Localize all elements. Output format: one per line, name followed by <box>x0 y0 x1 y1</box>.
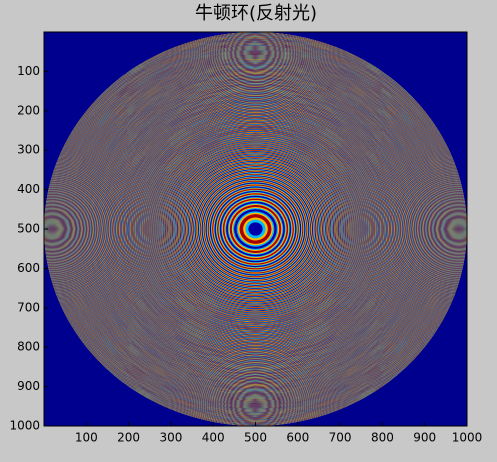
x-tick-label: 700 <box>329 431 352 445</box>
x-tick-label: 300 <box>159 431 182 445</box>
image <box>44 32 467 426</box>
x-tick-label: 1000 <box>452 431 483 445</box>
x-tick-label: 100 <box>75 431 98 445</box>
y-tick-label: 400 <box>17 182 40 196</box>
x-tick-label: 900 <box>413 431 436 445</box>
y-tick-label: 1000 <box>9 419 40 433</box>
y-tick-label: 900 <box>17 379 40 393</box>
y-tick-label: 300 <box>17 143 40 157</box>
x-tick-label: 500 <box>244 431 267 445</box>
y-tick-label: 200 <box>17 103 40 117</box>
y-tick-label: 600 <box>17 261 40 275</box>
chart-title: 牛顿环(反射光) <box>195 3 317 24</box>
x-tick-label: 800 <box>371 431 394 445</box>
y-tick-label: 700 <box>17 300 40 314</box>
x-tick-label: 200 <box>117 431 140 445</box>
x-tick-label: 400 <box>202 431 225 445</box>
y-tick-label: 100 <box>17 64 40 78</box>
ring <box>248 222 263 236</box>
y-tick-label: 500 <box>17 222 40 236</box>
y-tick-label: 800 <box>17 340 40 354</box>
x-tick-label: 600 <box>286 431 309 445</box>
